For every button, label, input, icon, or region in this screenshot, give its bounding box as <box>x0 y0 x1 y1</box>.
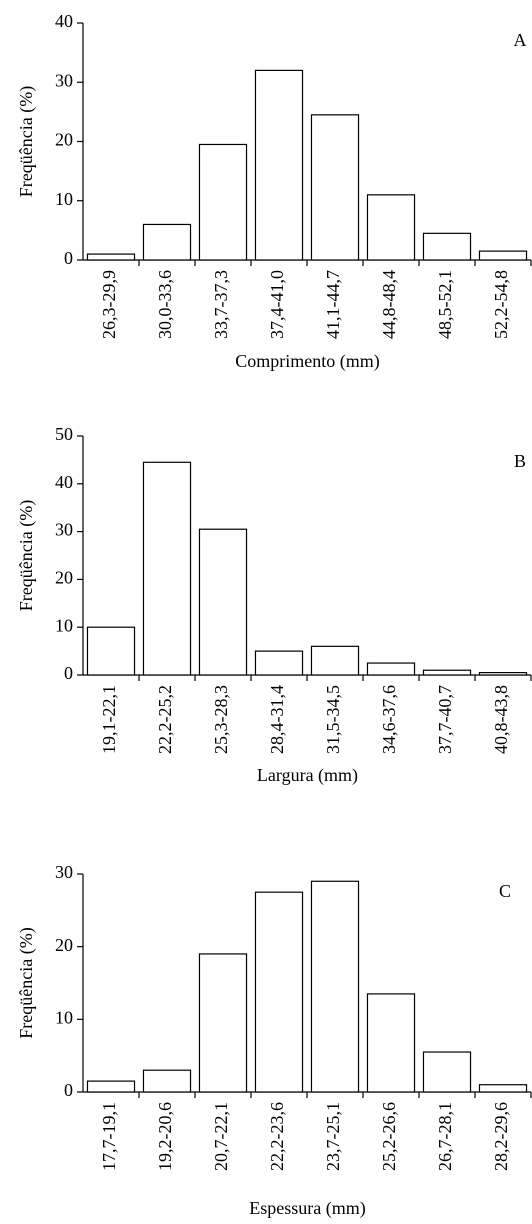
y-tick-label: 20 <box>55 935 73 955</box>
x-tick-label: 33,7-37,3 <box>211 270 231 339</box>
bar <box>478 250 528 261</box>
bar <box>254 650 304 676</box>
bar <box>198 143 248 261</box>
x-tick-label: 34,6-37,6 <box>379 685 399 754</box>
bar <box>86 253 136 261</box>
y-axis-label: Freqüência (%) <box>16 500 37 611</box>
x-tick-label: 26,3-29,9 <box>99 270 119 339</box>
bar <box>254 69 304 261</box>
x-tick-label: 19,2-20,6 <box>155 1102 175 1171</box>
bar <box>142 223 192 261</box>
y-tick-label: 40 <box>55 472 73 492</box>
bar <box>366 194 416 261</box>
y-axis-label: Freqüência (%) <box>16 86 37 197</box>
x-tick-label: 20,7-22,1 <box>211 1102 231 1171</box>
bar <box>422 1051 472 1093</box>
bar <box>310 645 360 676</box>
x-tick-label: 22,2-23,6 <box>267 1102 287 1171</box>
y-tick-label: 30 <box>55 520 73 540</box>
bar <box>86 1080 136 1093</box>
panel-label: B <box>514 451 526 471</box>
x-tick-label: 28,4-31,4 <box>267 685 287 754</box>
y-axis-label: Freqüência (%) <box>16 927 37 1038</box>
x-axis-label: Largura (mm) <box>257 765 358 786</box>
x-tick-label: 31,5-34,5 <box>323 685 343 754</box>
bar <box>198 953 248 1093</box>
y-tick-label: 50 <box>55 424 73 444</box>
y-tick-label: 0 <box>64 1080 73 1100</box>
x-tick-label: 19,1-22,1 <box>99 685 119 754</box>
x-tick-label: 48,5-52,1 <box>435 270 455 339</box>
x-tick-label: 44,8-48,4 <box>379 270 399 339</box>
bar <box>310 114 360 261</box>
x-tick-label: 41,1-44,7 <box>323 270 343 339</box>
bar <box>478 672 528 676</box>
x-axis-label: Espessura (mm) <box>249 1198 365 1219</box>
bar <box>142 1069 192 1093</box>
x-tick-label: 37,4-41,0 <box>267 270 287 339</box>
x-tick-label: 22,2-25,2 <box>155 685 175 754</box>
y-tick-label: 30 <box>55 70 73 90</box>
x-tick-label: 28,2-29,6 <box>491 1102 511 1171</box>
y-tick-label: 20 <box>55 130 73 150</box>
bar <box>422 232 472 261</box>
bar <box>142 461 192 676</box>
panel-label: C <box>499 881 511 901</box>
bar <box>366 993 416 1093</box>
x-axis-label: Comprimento (mm) <box>235 351 379 372</box>
x-tick-label: 30,0-33,6 <box>155 270 175 339</box>
x-tick-label: 23,7-25,1 <box>323 1102 343 1171</box>
x-tick-label: 37,7-40,7 <box>435 685 455 754</box>
bar <box>422 669 472 676</box>
panel-label: A <box>514 30 527 50</box>
y-tick-label: 0 <box>64 663 73 683</box>
x-tick-label: 25,2-26,6 <box>379 1102 399 1171</box>
y-tick-label: 30 <box>55 862 73 882</box>
x-tick-label: 52,2-54,8 <box>491 270 511 339</box>
x-tick-label: 26,7-28,1 <box>435 1102 455 1171</box>
bar <box>198 528 248 676</box>
x-tick-label: 40,8-43,8 <box>491 685 511 754</box>
x-tick-label: 25,3-28,3 <box>211 685 231 754</box>
bar <box>478 1084 528 1093</box>
bar <box>366 662 416 676</box>
y-tick-label: 10 <box>55 1007 73 1027</box>
bar <box>310 880 360 1093</box>
y-tick-label: 20 <box>55 568 73 588</box>
bar <box>254 891 304 1093</box>
x-tick-label: 17,7-19,1 <box>99 1102 119 1171</box>
y-tick-label: 10 <box>55 189 73 209</box>
y-tick-label: 0 <box>64 248 73 268</box>
y-tick-label: 10 <box>55 615 73 635</box>
bar <box>86 626 136 676</box>
y-tick-label: 40 <box>55 11 73 31</box>
